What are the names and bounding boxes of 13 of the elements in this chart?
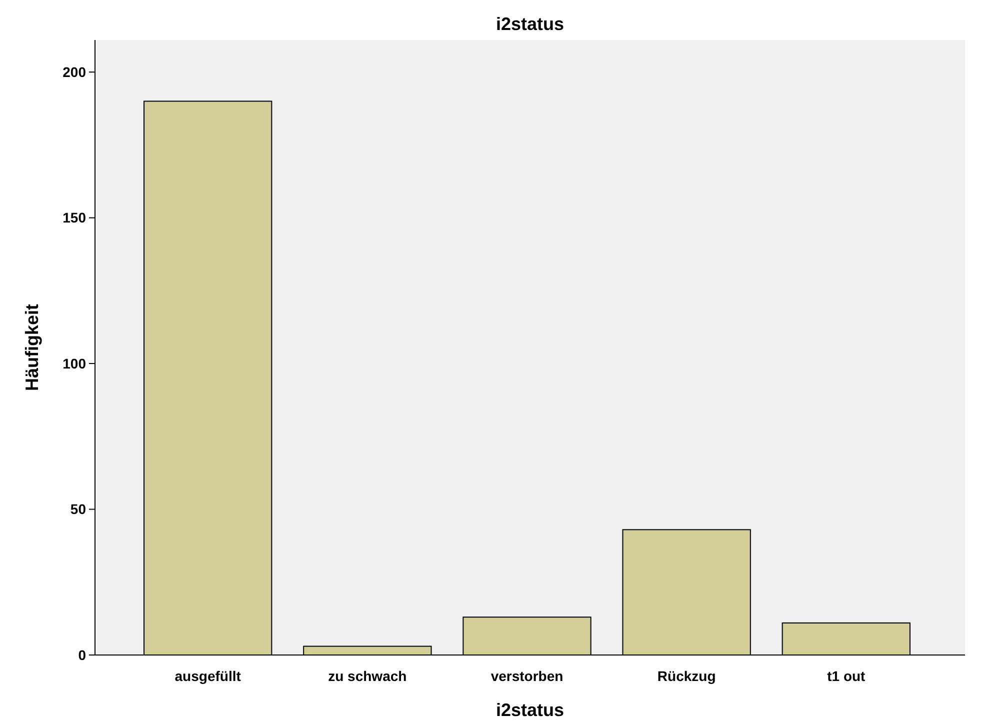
y-tick-label: 200 [62,64,86,80]
chart-title: i2status [496,14,564,34]
y-tick-label: 0 [78,646,86,663]
y-tick-label: 150 [62,210,86,226]
x-tick-label: ausgefüllt [174,668,242,684]
y-tick-label: 100 [62,355,86,372]
x-tick-label: zu schwach [328,668,407,684]
x-tick-label: verstorben [490,668,564,684]
y-tick-label: 50 [70,501,86,518]
x-tick-label: Rückzug [657,668,716,684]
x-tick-label: t1 out [827,668,866,684]
y-axis-title: Häufigkeit [22,304,42,392]
x-axis-title: i2status [496,700,564,720]
